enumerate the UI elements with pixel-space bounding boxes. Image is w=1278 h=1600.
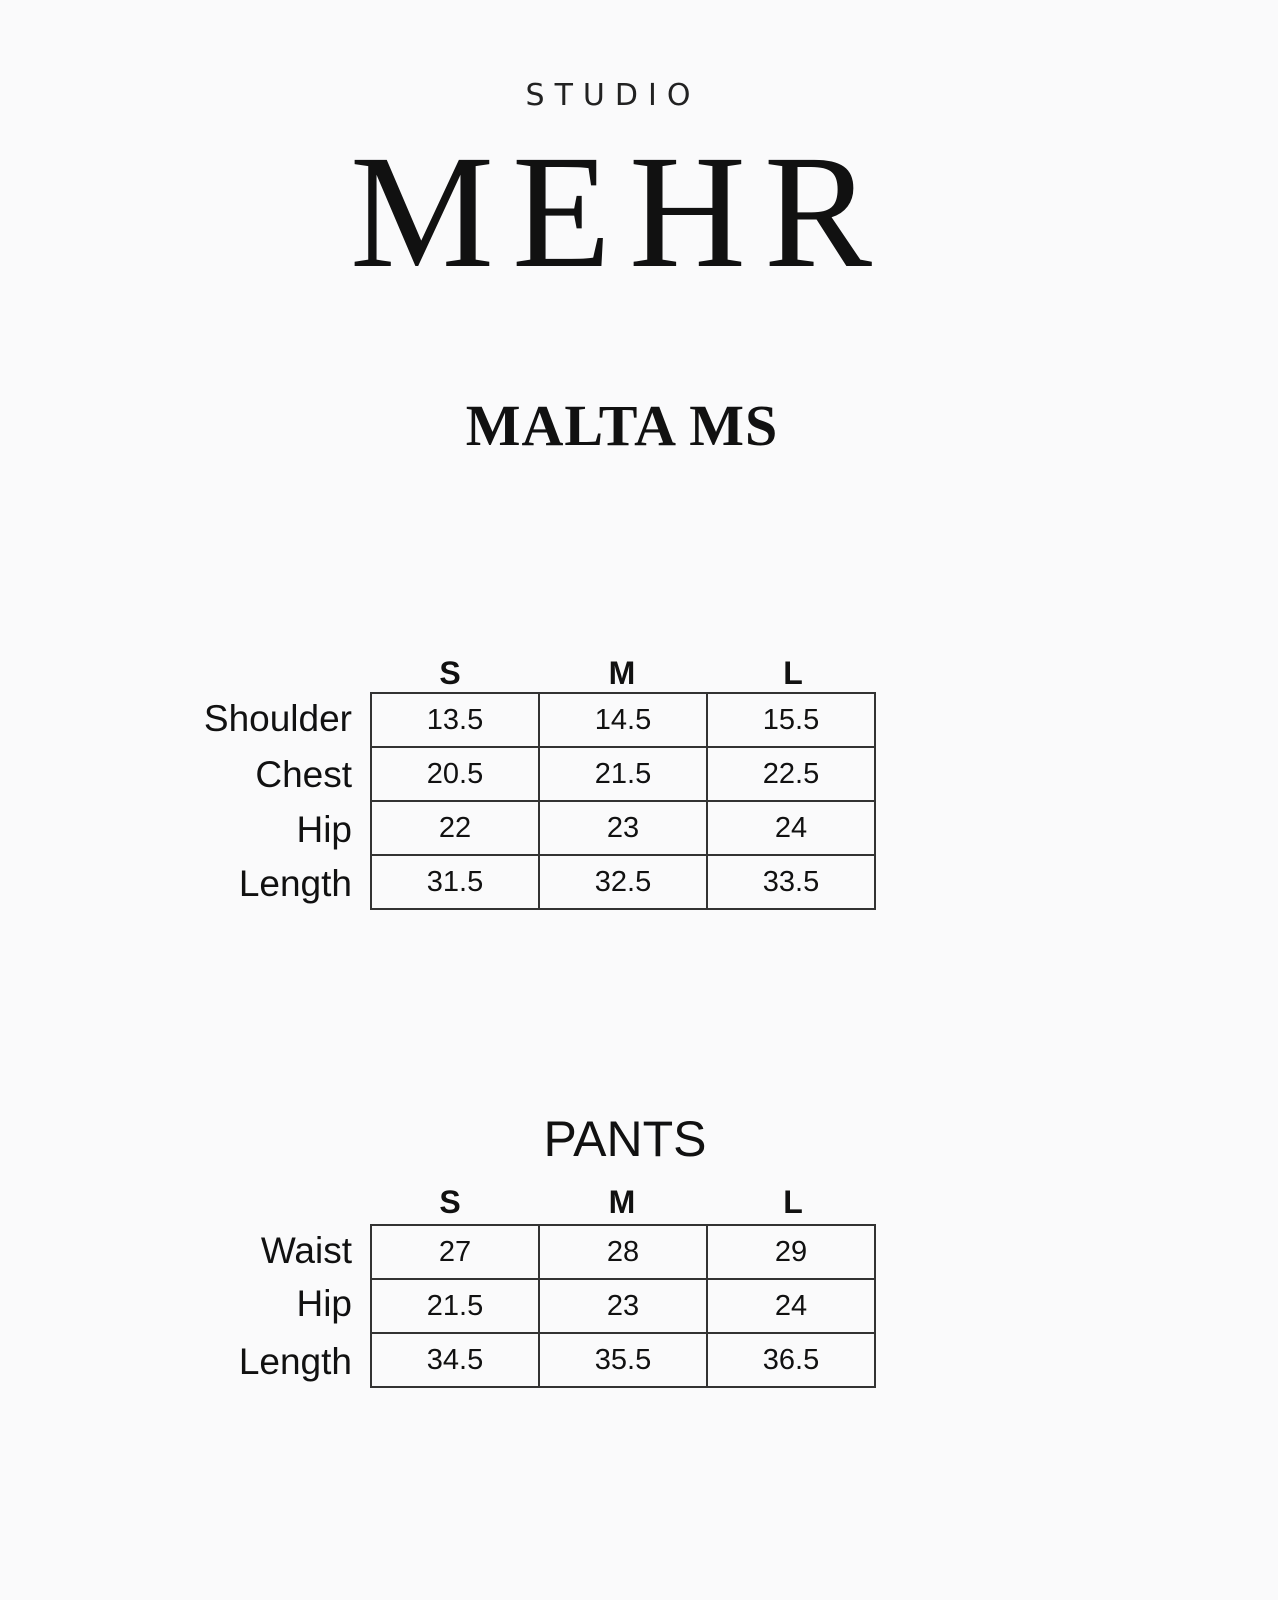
brand-logo-name: MEHR bbox=[349, 123, 891, 302]
table-cell: 22.5 bbox=[706, 746, 876, 802]
table-row: 13.5 14.5 15.5 bbox=[370, 692, 876, 748]
table-cell: 34.5 bbox=[370, 1332, 540, 1388]
table-cell: 27 bbox=[370, 1224, 540, 1280]
table-cell: 32.5 bbox=[538, 854, 708, 910]
row-label-chest: Chest bbox=[255, 754, 352, 795]
pants-size-table: 27 28 29 21.5 23 24 34.5 35.5 36.5 bbox=[370, 1224, 876, 1388]
table-row: 31.5 32.5 33.5 bbox=[370, 854, 876, 910]
table-row: 34.5 35.5 36.5 bbox=[370, 1332, 876, 1388]
table-cell: 13.5 bbox=[370, 692, 540, 748]
table-cell: 33.5 bbox=[706, 854, 876, 910]
table-row: 21.5 23 24 bbox=[370, 1278, 876, 1334]
table-cell: 29 bbox=[706, 1224, 876, 1280]
brand-studio-text: STUDIO bbox=[525, 78, 701, 113]
table-cell: 21.5 bbox=[538, 746, 708, 802]
table-cell: 23 bbox=[538, 1278, 708, 1334]
row-label-length: Length bbox=[238, 863, 352, 904]
size-header-m: M bbox=[608, 655, 636, 691]
table-cell: 28 bbox=[538, 1224, 708, 1280]
table-cell: 24 bbox=[706, 1278, 876, 1334]
row-label-hip: Hip bbox=[296, 809, 352, 850]
size-header-m: M bbox=[608, 1184, 636, 1220]
top-size-table: 13.5 14.5 15.5 20.5 21.5 22.5 22 23 24 3… bbox=[370, 692, 876, 910]
table-cell: 31.5 bbox=[370, 854, 540, 910]
table-cell: 21.5 bbox=[370, 1278, 540, 1334]
table-row: 20.5 21.5 22.5 bbox=[370, 746, 876, 802]
table-cell: 14.5 bbox=[538, 692, 708, 748]
row-label-waist: Waist bbox=[260, 1230, 352, 1271]
size-header-s: S bbox=[439, 1184, 461, 1220]
table-row: 22 23 24 bbox=[370, 800, 876, 856]
row-label-hip: Hip bbox=[296, 1283, 352, 1324]
product-title: MALTA MS bbox=[465, 393, 779, 458]
pants-section-title: PANTS bbox=[543, 1111, 707, 1167]
table-cell: 36.5 bbox=[706, 1332, 876, 1388]
table-cell: 20.5 bbox=[370, 746, 540, 802]
table-cell: 35.5 bbox=[538, 1332, 708, 1388]
table-cell: 23 bbox=[538, 800, 708, 856]
table-cell: 22 bbox=[370, 800, 540, 856]
size-header-l: L bbox=[783, 1184, 803, 1220]
size-header-s: S bbox=[439, 655, 461, 691]
table-cell: 24 bbox=[706, 800, 876, 856]
table-cell: 15.5 bbox=[706, 692, 876, 748]
row-label-length: Length bbox=[238, 1341, 352, 1382]
table-row: 27 28 29 bbox=[370, 1224, 876, 1280]
size-header-l: L bbox=[783, 655, 803, 691]
row-label-shoulder: Shoulder bbox=[203, 698, 352, 739]
